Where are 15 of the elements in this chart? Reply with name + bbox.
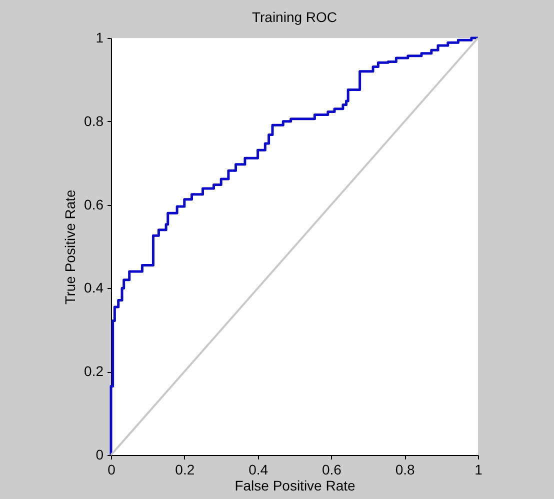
x-tick-label: 0.8: [395, 462, 416, 478]
chart-title: Training ROC: [252, 9, 338, 25]
x-tick-label: 0: [108, 462, 116, 478]
y-tick-label: 1: [96, 30, 104, 46]
y-tick-label: 0: [96, 446, 104, 462]
x-tick-label: 0.4: [248, 462, 268, 478]
x-axis-title: False Positive Rate: [234, 478, 356, 494]
x-tick-label: 0.2: [175, 462, 195, 478]
y-tick-label: 0.2: [84, 363, 104, 380]
y-tick-label: 0.8: [84, 112, 104, 129]
x-tick-label: 0.6: [322, 462, 342, 478]
x-tick-label: 1: [474, 462, 483, 478]
y-axis-title: True Positive Rate: [62, 189, 78, 304]
y-tick-label: 0.4: [84, 280, 104, 296]
y-tick-label: 0.6: [84, 196, 104, 212]
